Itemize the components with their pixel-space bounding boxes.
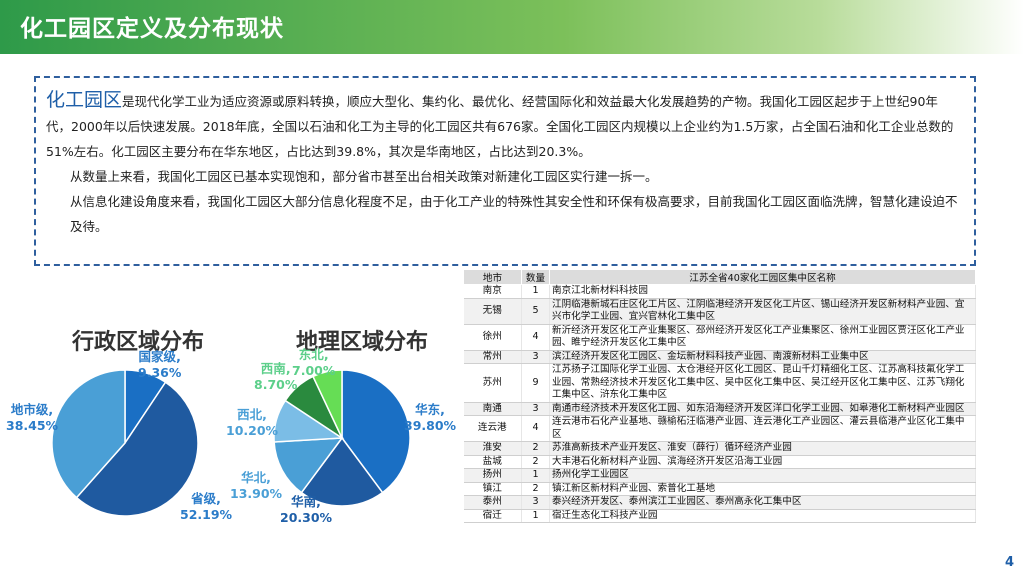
chart2-label-east: 华东, 39.80% (404, 402, 457, 433)
table-row: 淮安 2 苏淮高新技术产业开发区、淮安（薛行）循环经济产业园 (463, 441, 976, 456)
table-cell-count: 4 (521, 415, 550, 442)
table-row: 徐州 4 新沂经济开发区化工产业集聚区、邳州经济开发区化工产业集聚区、徐州工业园区贾… (463, 324, 976, 351)
chart2-label-north: 华北, 13.90% (230, 470, 283, 501)
table-row: 南京 1 南京江北新材料科技园 (463, 284, 976, 299)
table-cell-city: 南京 (463, 284, 522, 299)
table-row: 南通 3 南通市经济技术开发区化工园、如东沿海经济开发区洋口化学工业园、如皋港化工新… (463, 402, 976, 416)
table-cell-count: 1 (521, 468, 550, 483)
chart2-label-southwest: 西南, 8.70% (254, 361, 298, 392)
table-cell-names: 江阴临港新城石庄区化工片区、江阴临港经济开发区化工片区、锡山经济开发区新材料产业… (549, 298, 976, 325)
table-cell-count: 1 (521, 284, 550, 299)
table-header-count: 数量 (521, 269, 550, 285)
intro-text-box: 化工园区是现代化学工业为适应资源或原料转换，顺应大型化、集约化、最优化、经营国际… (34, 76, 976, 266)
table-row: 宿迁 1 宿迁生态化工科技产业园 (463, 509, 976, 523)
table-cell-names: 镇江新区新材料产业园、索普化工基地 (549, 482, 976, 496)
pie-slice-地市级 (51, 369, 126, 499)
chart2-label-northeast: 东北, 7.00% (292, 347, 336, 378)
table-row: 连云港 4 连云港市石化产业基地、赣榆柘汪临港产业园、连云港化工产业园区、灌云县临港… (463, 415, 976, 442)
pie-slice-省级 (75, 381, 199, 517)
table-cell-city: 苏州 (463, 363, 522, 403)
table-row: 镇江 2 镇江新区新材料产业园、索普化工基地 (463, 482, 976, 496)
table-header-city: 地市 (463, 269, 522, 285)
table-cell-count: 9 (521, 363, 550, 403)
pie-slice-东北 (312, 369, 343, 439)
chart1-label-provincial: 省级, 52.19% (180, 491, 233, 522)
table-cell-names: 新沂经济开发区化工产业集聚区、邳州经济开发区化工产业集聚区、徐州工业园区贾汪区化… (549, 324, 976, 351)
page-title: 化工园区定义及分布现状 (20, 16, 284, 42)
table-cell-count: 4 (521, 324, 550, 351)
table-cell-city: 徐州 (463, 324, 522, 351)
page-number: 4 (1004, 555, 1014, 570)
chart2-pie (273, 369, 411, 507)
table-cell-count: 2 (521, 441, 550, 456)
table-cell-city: 宿迁 (463, 509, 522, 523)
intro-paragraph-3: 从信息化建设角度来看，我国化工园区大部分信息化程度不足，由于化工产业的特殊性其安… (70, 194, 958, 234)
park-table: 地市 数量 江苏全省40家化工园区集中区名称 南京 1 南京江北新材料科技园 无锡 5 江… (463, 269, 976, 523)
table-cell-count: 3 (521, 402, 550, 416)
table-cell-city: 无锡 (463, 298, 522, 325)
table-cell-names: 扬州化学工业园区 (549, 468, 976, 483)
chart1-label-city: 地市级, 38.45% (6, 402, 59, 433)
table-cell-city: 泰州 (463, 495, 522, 510)
table-cell-city: 淮安 (463, 441, 522, 456)
table-cell-names: 苏淮高新技术产业开发区、淮安（薛行）循环经济产业园 (549, 441, 976, 456)
intro-paragraph-2: 从数量上来看，我国化工园区已基本实现饱和，部分省市甚至出台相关政策对新建化工园区… (70, 169, 658, 184)
table-cell-names: 大丰港石化新材料产业园、滨海经济开发区沿海工业园 (549, 455, 976, 469)
table-cell-names: 南通市经济技术开发区化工园、如东沿海经济开发区洋口化学工业园、如皋港化工新材料产… (549, 402, 976, 416)
pie-slice-华南 (300, 436, 384, 507)
table-row: 泰州 3 泰兴经济开发区、泰州滨江工业园区、泰州高永化工集中区 (463, 495, 976, 510)
table-cell-count: 2 (521, 455, 550, 469)
table-header-row: 地市 数量 江苏全省40家化工园区集中区名称 (463, 269, 976, 285)
chart2-label-northwest: 西北, 10.20% (226, 407, 279, 438)
table-row: 无锡 5 江阴临港新城石庄区化工片区、江阴临港经济开发区化工片区、锡山经济开发区新材… (463, 298, 976, 325)
table-cell-names: 泰兴经济开发区、泰州滨江工业园区、泰州高永化工集中区 (549, 495, 976, 510)
table-cell-count: 3 (521, 495, 550, 510)
table-cell-city: 常州 (463, 350, 522, 364)
table-row: 盐城 2 大丰港石化新材料产业园、滨海经济开发区沿海工业园 (463, 455, 976, 469)
table-cell-names: 南京江北新材料科技园 (549, 284, 976, 299)
chart1-label-national: 国家级, 9.36% (138, 349, 182, 380)
table-row: 苏州 9 江苏扬子江国际化学工业园、太仓港经开区化工园区、昆山千灯精细化工区、江苏高… (463, 363, 976, 403)
table-cell-count: 1 (521, 509, 550, 523)
table-row: 扬州 1 扬州化学工业园区 (463, 468, 976, 483)
chart2-title: 地理区域分布 (296, 330, 429, 355)
table-cell-names: 宿迁生态化工科技产业园 (549, 509, 976, 523)
chart1-pie (51, 369, 199, 517)
table-cell-names: 连云港市石化产业基地、赣榆柘汪临港产业园、连云港化工产业园区、灌云县临港产业区化… (549, 415, 976, 442)
table-cell-city: 南通 (463, 402, 522, 416)
table-cell-count: 3 (521, 350, 550, 364)
table-cell-count: 5 (521, 298, 550, 325)
pie-slice-华北 (273, 437, 344, 494)
table-cell-city: 盐城 (463, 455, 522, 469)
table-cell-city: 连云港 (463, 415, 522, 442)
pie-slice-华东 (341, 369, 411, 494)
table-row: 常州 3 滨江经济开发区化工园区、金坛新材料科技产业园、南渡新材料工业集中区 (463, 350, 976, 364)
table-cell-city: 镇江 (463, 482, 522, 496)
table-cell-count: 2 (521, 482, 550, 496)
table-cell-city: 扬州 (463, 468, 522, 483)
table-cell-names: 滨江经济开发区化工园区、金坛新材料科技产业园、南渡新材料工业集中区 (549, 350, 976, 364)
chart1-title: 行政区域分布 (72, 330, 205, 355)
header-bar: 化工园区定义及分布现状 (0, 0, 1024, 54)
intro-term: 化工园区 (46, 89, 123, 111)
table-header-names: 江苏全省40家化工园区集中区名称 (549, 269, 976, 285)
table-cell-names: 江苏扬子江国际化学工业园、太仓港经开区化工园区、昆山千灯精细化工区、江苏高科技氟… (549, 363, 976, 403)
chart2-label-south: 华南, 20.30% (280, 494, 333, 525)
intro-p1-text: 是现代化学工业为适应资源或原料转换，顺应大型化、集约化、最优化、经营国际化和效益… (46, 94, 954, 159)
intro-paragraph-1: 化工园区是现代化学工业为适应资源或原料转换，顺应大型化、集约化、最优化、经营国际… (46, 88, 962, 164)
